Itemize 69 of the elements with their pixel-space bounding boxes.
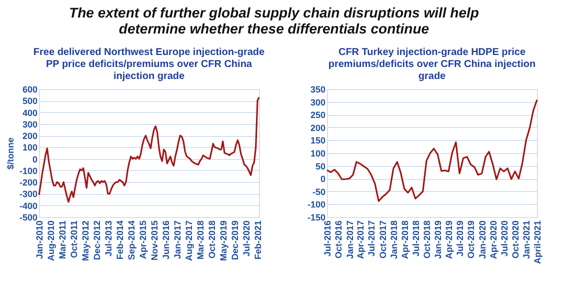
x-tick-label: Apr-2019 [444,220,454,260]
x-tick-label: Apr-2015 [138,220,148,260]
x-tick-label: Oct-2011 [68,220,79,258]
y-tick-label: 400 [22,108,38,118]
y-tick-label: 350 [310,84,326,94]
x-tick-label: Jan-2018 [388,220,399,260]
x-tick-label: Jul-2020 [241,220,252,257]
chart-title: Free delivered Northwest Europe injection-grade PP price deficits/premiums over CFR China injection grade [33,47,266,82]
x-tick-label: Nov-2015 [149,220,160,261]
x-tick-label: Mar-2011 [57,220,68,260]
x-tick-label: Apr-2017 [356,220,366,260]
x-tick-label: May-2012 [80,220,90,262]
x-tick-label: May-2019 [218,220,228,262]
x-tick-label: Aug-2017 [184,220,194,262]
y-tick-label: 0 [320,174,326,184]
x-tick-label: Dec-2019 [230,220,240,260]
x-tick-label: Jul-2016 [322,220,332,257]
y-tick-label: 200 [310,122,326,133]
x-tick-label: Jan-2010 [34,220,44,260]
x-tick-label: Oct-2020 [510,220,520,259]
x-tick-label: Dec-2012 [92,220,102,260]
x-tick-label: Jan-2019 [433,220,444,260]
x-tick-label: Apr-2018 [400,220,410,260]
y-tick-label: 100 [310,148,326,158]
x-tick-label: Oct-2016 [334,220,344,259]
y-tick-label: -50 [312,186,326,197]
x-tick-label: Oct-2017 [378,220,388,259]
x-tick-label: Oct-2018 [206,220,217,259]
y-tick-label: 300 [22,119,38,130]
y-axis-title: $/tonne [5,137,16,170]
x-tick-label: Feb-2014 [115,220,126,260]
y-tick-label: -100 [19,166,38,176]
x-tick-label: Aug-2010 [46,220,56,262]
x-tick-label: Jul-2017 [366,220,377,257]
line-series [326,98,538,202]
y-tick-label: 250 [310,110,326,120]
y-tick-label: 50 [315,161,326,172]
x-tick-label: Jan-2017 [344,220,355,260]
x-tick-label: Feb-2021 [252,220,263,260]
y-tick-label: 0 [32,154,38,164]
y-tick-label: 300 [310,97,326,108]
y-tick-label: -150 [307,212,326,222]
x-tick-label: Jun-2016 [160,220,171,260]
y-tick-label: -200 [19,178,38,188]
y-tick-label: -400 [19,200,38,211]
x-tick-label: Jan-2020 [477,220,488,260]
x-tick-label: Oct-2018 [422,220,432,259]
y-tick-label: -500 [19,212,38,222]
x-tick-label: Mar-2018 [195,220,206,260]
x-tick-label: Jan-2017 [172,220,182,260]
y-tick-label: 200 [22,131,38,142]
x-tick-label: Apr-2020 [488,220,498,260]
line-series [38,96,260,203]
x-tick-label: Jul-2018 [410,220,421,257]
y-tick-label: 100 [22,142,38,153]
y-tick-label: 150 [310,136,326,146]
x-tick-label: Jul-2013 [103,220,114,257]
y-tick-label: -100 [307,200,326,210]
y-tick-label: 600 [22,84,38,94]
x-tick-label: Jul-2019 [455,220,466,257]
x-tick-label: Jan-2021 [522,220,532,260]
text: The extent of further global supply chain disruptions will help determine whether these differentials continue [69,4,480,36]
x-tick-label: Jul-2020 [499,220,510,257]
chart-title: CFR Turkey injection-grade HDPE price premiums/deficits over CFR China injection grade [328,47,536,82]
y-tick-label: 500 [22,96,38,106]
y-tick-label: -300 [19,189,38,200]
x-tick-label: Oct-2019 [466,220,476,259]
x-tick-label: April-2021 [532,220,542,264]
x-tick-label: Sep-2014 [126,220,136,260]
